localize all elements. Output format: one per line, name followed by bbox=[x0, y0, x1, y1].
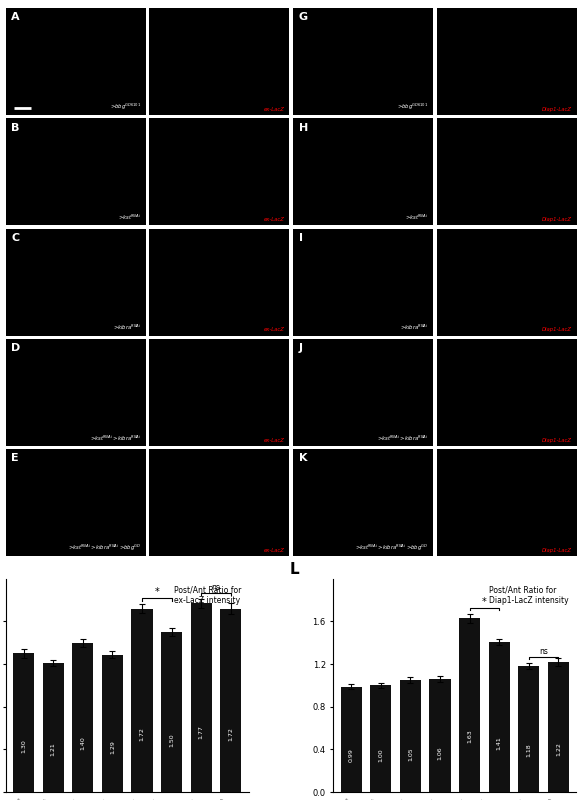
Bar bbox=[548, 662, 569, 792]
Text: 1.00: 1.00 bbox=[378, 749, 384, 762]
Bar bbox=[220, 609, 242, 792]
Text: >$\it{kst}$$^{RNAi}$ >$\it{kibra}$$^{RNAi}$ >$\it{bbg}$$^{GD}$: >$\it{kst}$$^{RNAi}$ >$\it{kibra}$$^{RNA… bbox=[355, 542, 428, 553]
Text: ex-LacZ: ex-LacZ bbox=[264, 438, 285, 442]
Bar bbox=[42, 663, 64, 792]
Text: C: C bbox=[12, 233, 20, 242]
Text: 1.18: 1.18 bbox=[526, 743, 531, 757]
Text: >$\it{kst}$$^{RNAi}$ >$\it{kibra}$$^{RNAi}$: >$\it{kst}$$^{RNAi}$ >$\it{kibra}$$^{RNA… bbox=[90, 434, 141, 442]
Text: E: E bbox=[12, 454, 19, 463]
Bar bbox=[72, 643, 94, 792]
Text: >$\it{bbg}$$^{GD6101}$: >$\it{bbg}$$^{GD6101}$ bbox=[397, 102, 428, 112]
Bar bbox=[340, 686, 362, 792]
Bar bbox=[430, 679, 450, 792]
Text: 1.41: 1.41 bbox=[496, 736, 502, 750]
Text: I: I bbox=[299, 233, 303, 242]
Bar bbox=[488, 642, 510, 792]
Text: 1.22: 1.22 bbox=[556, 742, 561, 755]
Text: Diap1-LacZ: Diap1-LacZ bbox=[542, 107, 572, 112]
Text: G: G bbox=[299, 12, 308, 22]
Text: >$\it{kibra}$$^{RNAi}$: >$\it{kibra}$$^{RNAi}$ bbox=[112, 323, 141, 332]
Bar bbox=[370, 686, 392, 792]
Text: 1.72: 1.72 bbox=[228, 727, 233, 741]
Text: H: H bbox=[299, 122, 308, 133]
Text: *: * bbox=[154, 587, 159, 597]
Text: 0.99: 0.99 bbox=[349, 749, 354, 762]
Text: J: J bbox=[299, 343, 303, 353]
Text: D: D bbox=[12, 343, 20, 353]
Text: 1.05: 1.05 bbox=[408, 747, 413, 761]
Text: 1.30: 1.30 bbox=[21, 739, 26, 754]
Bar bbox=[161, 632, 182, 792]
Text: *: * bbox=[482, 597, 487, 606]
Text: Post/Ant Ratio for
Diap1-LacZ intensity: Post/Ant Ratio for Diap1-LacZ intensity bbox=[489, 586, 569, 605]
Text: ns: ns bbox=[539, 646, 548, 655]
Bar bbox=[518, 666, 540, 792]
Text: ns: ns bbox=[211, 582, 221, 592]
Text: >$\it{bbg}$$^{GD6101}$: >$\it{bbg}$$^{GD6101}$ bbox=[110, 102, 141, 112]
Bar bbox=[13, 654, 34, 792]
Text: ex-LacZ: ex-LacZ bbox=[264, 107, 285, 112]
Text: 1.77: 1.77 bbox=[198, 726, 204, 739]
Bar bbox=[459, 618, 480, 792]
Text: ex-LacZ: ex-LacZ bbox=[264, 217, 285, 222]
Bar bbox=[102, 654, 123, 792]
Text: Diap1-LacZ: Diap1-LacZ bbox=[542, 548, 572, 553]
Text: Diap1-LacZ: Diap1-LacZ bbox=[542, 327, 572, 332]
Text: >$\it{kst}$$^{RNAi}$: >$\it{kst}$$^{RNAi}$ bbox=[405, 213, 428, 222]
Text: >$\it{kibra}$$^{RNAi}$: >$\it{kibra}$$^{RNAi}$ bbox=[400, 323, 428, 332]
Text: ex-LacZ: ex-LacZ bbox=[264, 548, 285, 553]
Text: Post/Ant Ratio for
ex-LacZ intensity: Post/Ant Ratio for ex-LacZ intensity bbox=[174, 586, 242, 605]
Text: L: L bbox=[290, 562, 299, 577]
Bar bbox=[132, 609, 152, 792]
Bar bbox=[190, 603, 212, 792]
Text: 1.29: 1.29 bbox=[110, 740, 115, 754]
Text: K: K bbox=[299, 454, 307, 463]
Text: >$\it{kst}$$^{RNAi}$ >$\it{kibra}$$^{RNAi}$: >$\it{kst}$$^{RNAi}$ >$\it{kibra}$$^{RNA… bbox=[377, 434, 428, 442]
Text: >$\it{kst}$$^{RNAi}$ >$\it{kibra}$$^{RNAi}$ >$\it{bbg}$$^{GD}$: >$\it{kst}$$^{RNAi}$ >$\it{kibra}$$^{RNA… bbox=[68, 542, 141, 553]
Text: 1.40: 1.40 bbox=[80, 737, 86, 750]
Text: B: B bbox=[12, 122, 20, 133]
Text: 1.72: 1.72 bbox=[140, 727, 144, 741]
Text: Diap1-LacZ: Diap1-LacZ bbox=[542, 217, 572, 222]
Text: A: A bbox=[12, 12, 20, 22]
Text: ex-LacZ: ex-LacZ bbox=[264, 327, 285, 332]
Text: 1.06: 1.06 bbox=[438, 746, 442, 760]
Bar bbox=[400, 680, 421, 792]
Text: 1.21: 1.21 bbox=[51, 742, 56, 756]
Text: Diap1-LacZ: Diap1-LacZ bbox=[542, 438, 572, 442]
Text: >$\it{kst}$$^{RNAi}$: >$\it{kst}$$^{RNAi}$ bbox=[118, 213, 141, 222]
Text: 1.63: 1.63 bbox=[467, 730, 472, 743]
Text: 1.50: 1.50 bbox=[169, 734, 174, 747]
